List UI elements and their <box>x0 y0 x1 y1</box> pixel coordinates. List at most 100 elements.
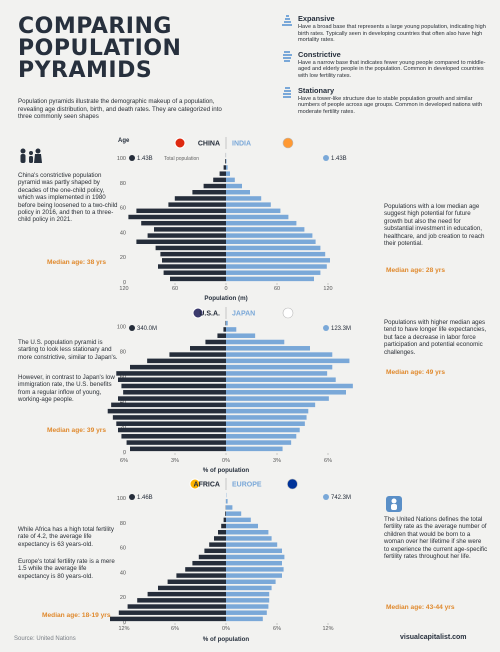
type-name: Stationary <box>298 85 335 95</box>
bar-right <box>226 352 333 357</box>
bar-left <box>223 327 226 332</box>
bar-right <box>226 402 316 408</box>
left-region-name: CHINA <box>198 141 220 148</box>
bar-left <box>136 208 226 214</box>
x-tick-label: 60 <box>274 286 280 292</box>
bar-left <box>137 598 226 603</box>
bar-right <box>226 567 284 572</box>
bar-left <box>116 371 226 376</box>
x-tick-label: 3% <box>171 458 179 464</box>
bar-left <box>130 364 226 370</box>
x-tick-label: 120 <box>323 286 332 292</box>
bar-left <box>154 227 226 232</box>
bar-right <box>226 196 262 201</box>
bar-left <box>155 245 226 251</box>
bar-left <box>147 591 226 597</box>
bar-right <box>226 579 276 584</box>
x-tick-label: 12% <box>118 626 129 632</box>
bar-left <box>147 233 226 238</box>
bar-right <box>226 327 237 332</box>
bar-left <box>112 415 226 420</box>
x-tick-label: 0 <box>224 286 227 292</box>
bar-left <box>147 358 226 364</box>
bar-right <box>226 383 353 389</box>
pyramid-types: Expansive Have a broad base that represe… <box>282 14 492 121</box>
bar-right <box>226 190 250 195</box>
pyramid-chart-0: 0 20 40 60 80 100 Age CHINA INDIA 1.43B Total popu… <box>117 137 347 302</box>
type-name: Constrictive <box>298 49 341 59</box>
population-icon-left <box>129 325 135 331</box>
page-title: COMPARING POPULATION PYRAMIDS <box>18 14 181 82</box>
x-tick-label: 6% <box>324 458 332 464</box>
bar-right <box>226 264 327 269</box>
bar-left <box>123 390 226 395</box>
bar-left <box>127 604 226 609</box>
total-population-label: Total population <box>164 156 199 162</box>
right-region-name: EUROPE <box>232 482 262 489</box>
bar-left <box>223 165 226 170</box>
x-tick-label: 120 <box>119 286 128 292</box>
constrictive-pyramid-icon <box>282 50 292 65</box>
pyramid-chart-1: 020406080100U.S.A.JAPAN340.0M123.3M6%3%0… <box>107 307 353 474</box>
un-note: The United Nations defines the total fer… <box>384 516 488 561</box>
bar-left <box>209 542 226 547</box>
bar-right <box>226 598 270 603</box>
china-median: Median age: 38 yrs <box>47 259 107 266</box>
bar-right <box>226 440 292 445</box>
x-tick-label: 60 <box>172 286 178 292</box>
y-tick-label: 20 <box>120 595 126 601</box>
x-axis-label: Population (m) <box>204 295 247 302</box>
bar-left <box>170 276 226 282</box>
bar-left <box>203 183 226 189</box>
x-axis-label: % of population <box>203 636 250 643</box>
bar-right <box>226 554 285 560</box>
bar-right <box>226 171 230 176</box>
bar-left <box>225 159 226 164</box>
right-total-population: 123.3M <box>331 326 351 332</box>
y-tick-label: 100 <box>117 496 126 502</box>
bar-right <box>226 183 242 189</box>
y-tick-label: 0 <box>123 280 126 286</box>
bar-left <box>225 511 226 516</box>
baby-icon <box>386 496 402 517</box>
y-tick-label: 80 <box>120 181 126 187</box>
title-line-1: COMPARING <box>18 14 172 39</box>
type-desc: Have a narrow base that indicates fewer … <box>298 59 486 79</box>
left-region-name: U.S.A. <box>199 311 220 318</box>
bar-left <box>158 585 226 591</box>
bar-left <box>214 536 226 541</box>
bar-right <box>226 214 289 220</box>
right-total-population: 742.3M <box>331 495 351 501</box>
left-total-population: 1.46B <box>137 495 153 501</box>
bar-right <box>226 427 300 433</box>
bar-left <box>118 610 226 615</box>
bar-left <box>121 383 226 389</box>
flag-icon-left <box>189 478 201 490</box>
bar-left <box>169 352 226 357</box>
india-note: Populations with a low median age sugges… <box>384 203 485 248</box>
population-icon-right <box>323 494 329 500</box>
right-region-name: JAPAN <box>232 311 255 318</box>
x-tick-label: 6% <box>273 626 281 632</box>
us-note-2: However, in contrast to Japan's low immi… <box>18 374 115 404</box>
bar-right <box>226 446 283 452</box>
bar-right <box>226 536 272 541</box>
left-total-population: 340.0M <box>137 326 157 332</box>
y-tick-label: 20 <box>120 255 126 261</box>
right-region-name: INDIA <box>232 141 251 148</box>
bar-left <box>128 214 226 220</box>
bar-right <box>226 421 305 426</box>
population-icon-right <box>323 155 329 161</box>
bar-right <box>226 530 269 535</box>
bar-right <box>226 364 333 370</box>
bar-right <box>226 239 316 244</box>
china-note: China's constrictive population pyramid … <box>18 172 118 224</box>
expansive-pyramid-icon <box>282 15 292 29</box>
bar-right <box>226 177 235 183</box>
bar-left <box>141 220 226 226</box>
us-median: Median age: 39 yrs <box>47 427 107 434</box>
y-tick-label: 40 <box>120 570 126 576</box>
bar-right <box>226 573 282 578</box>
y-tick-label: 80 <box>120 521 126 527</box>
